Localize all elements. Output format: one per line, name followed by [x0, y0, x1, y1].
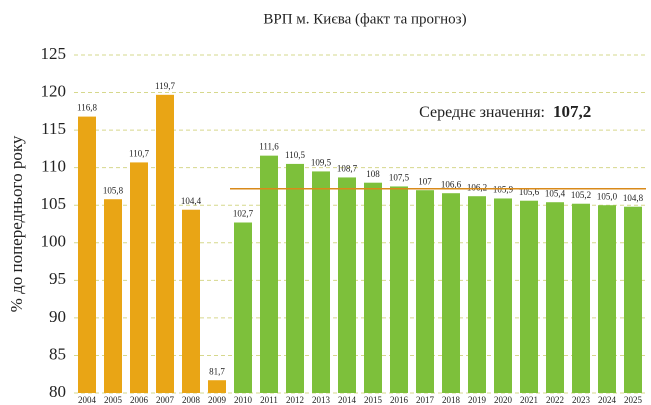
bar — [390, 186, 408, 393]
value-label: 110,5 — [285, 150, 305, 160]
bar — [260, 155, 278, 393]
x-tick-label: 2020 — [494, 395, 513, 405]
value-label: 102,7 — [233, 209, 254, 219]
value-label: 119,7 — [155, 81, 175, 91]
value-label: 111,6 — [259, 142, 279, 152]
x-tick-label: 2014 — [338, 395, 357, 405]
bar — [338, 177, 356, 393]
bar — [364, 182, 382, 393]
value-label: 108 — [366, 169, 380, 179]
bar — [468, 196, 486, 393]
y-tick-label: 105 — [41, 194, 67, 213]
value-label: 116,8 — [77, 103, 97, 113]
x-tick-label: 2006 — [130, 395, 149, 405]
y-tick-label: 100 — [41, 232, 67, 251]
x-tick-label: 2017 — [416, 395, 435, 405]
y-axis-label: % до попереднього року — [7, 135, 26, 312]
value-label: 107,5 — [389, 173, 410, 183]
value-label: 81,7 — [209, 366, 225, 376]
value-label: 105,6 — [519, 187, 540, 197]
value-label: 108,7 — [337, 163, 358, 173]
x-tick-label: 2004 — [78, 395, 97, 405]
y-tick-label: 80 — [49, 382, 66, 401]
x-tick-label: 2007 — [156, 395, 175, 405]
bar — [312, 171, 330, 393]
bar — [416, 190, 434, 393]
y-tick-label: 120 — [41, 81, 67, 100]
bar — [546, 202, 564, 393]
value-label: 104,8 — [623, 193, 644, 203]
value-label: 105,4 — [545, 188, 566, 198]
bar — [104, 199, 122, 393]
y-tick-label: 95 — [49, 269, 66, 288]
bar — [286, 163, 304, 393]
bar — [494, 198, 512, 393]
value-label: 110,7 — [129, 148, 149, 158]
value-label: 109,5 — [311, 157, 332, 167]
bar — [520, 200, 538, 393]
bar — [234, 222, 252, 393]
y-tick-label: 110 — [41, 157, 66, 176]
average-value: 107,2 — [553, 102, 591, 121]
value-label: 104,4 — [181, 196, 202, 206]
average-label: Середнє значення: — [419, 104, 545, 121]
value-label: 105,0 — [597, 191, 618, 201]
value-label: 105,2 — [571, 190, 591, 200]
x-tick-label: 2015 — [364, 395, 383, 405]
x-tick-label: 2025 — [624, 395, 643, 405]
x-tick-label: 2019 — [468, 395, 487, 405]
bar — [624, 206, 642, 393]
x-tick-label: 2021 — [520, 395, 538, 405]
chart-title: ВРП м. Києва (факт та прогноз) — [263, 11, 466, 27]
x-tick-label: 2011 — [260, 395, 278, 405]
y-tick-label: 115 — [41, 119, 66, 138]
x-tick-label: 2022 — [546, 395, 564, 405]
bar — [156, 94, 174, 393]
bar — [442, 193, 460, 393]
y-tick-label: 85 — [49, 344, 66, 363]
value-label: 106,6 — [441, 179, 462, 189]
x-tick-label: 2008 — [182, 395, 201, 405]
x-tick-label: 2010 — [234, 395, 253, 405]
y-tick-label: 125 — [41, 44, 67, 63]
x-tick-label: 2023 — [572, 395, 591, 405]
bar — [208, 380, 226, 393]
x-tick-label: 2024 — [598, 395, 617, 405]
average-annotation: Середнє значення: — [419, 104, 545, 121]
x-tick-label: 2009 — [208, 395, 227, 405]
y-tick-label: 90 — [49, 307, 66, 326]
bar — [78, 116, 96, 393]
value-label: 105,9 — [493, 185, 514, 195]
value-label: 107 — [418, 176, 432, 186]
x-tick-label: 2016 — [390, 395, 409, 405]
x-tick-label: 2018 — [442, 395, 461, 405]
x-tick-label: 2005 — [104, 395, 123, 405]
bar — [572, 203, 590, 393]
x-tick-label: 2013 — [312, 395, 331, 405]
bar — [598, 205, 616, 393]
value-label: 105,8 — [103, 185, 124, 195]
x-tick-label: 2012 — [286, 395, 304, 405]
bar — [130, 162, 148, 393]
value-label: 106,2 — [467, 182, 487, 192]
bar — [182, 209, 200, 393]
